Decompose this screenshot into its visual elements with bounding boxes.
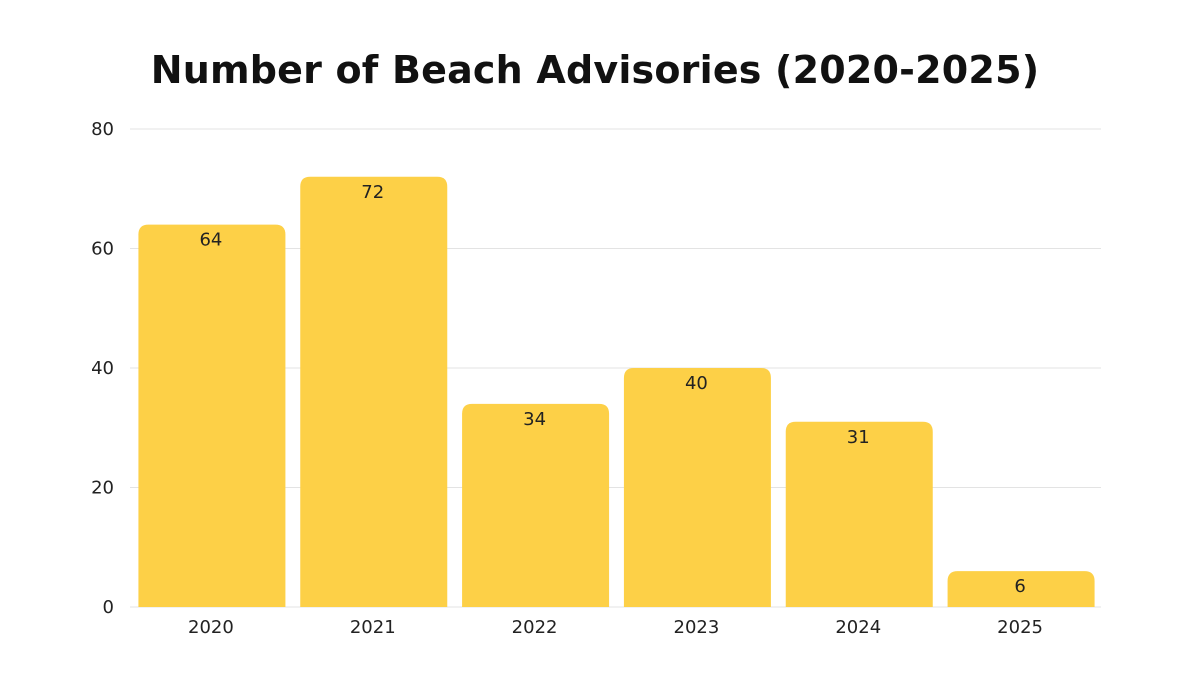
x-tick-label: 2023 bbox=[674, 617, 720, 638]
x-tick-label: 2024 bbox=[835, 617, 881, 638]
data-label: 34 bbox=[523, 409, 546, 430]
data-label: 6 bbox=[1014, 576, 1025, 597]
data-label: 72 bbox=[361, 182, 384, 203]
y-tick-label: 60 bbox=[91, 239, 114, 260]
bar-2022 bbox=[462, 403, 610, 607]
y-axis-ticks: 0 20 40 60 80 bbox=[91, 119, 114, 618]
y-tick-label: 20 bbox=[91, 478, 114, 499]
value-labels: 64 72 34 40 31 6 bbox=[199, 182, 1025, 597]
x-tick-label: 2021 bbox=[350, 617, 396, 638]
x-tick-label: 2025 bbox=[997, 617, 1043, 638]
bar-2025 bbox=[947, 571, 1095, 607]
bar-2020 bbox=[138, 224, 286, 607]
grid-lines bbox=[130, 128, 1101, 608]
data-label: 64 bbox=[199, 230, 222, 251]
data-label: 31 bbox=[847, 427, 870, 448]
x-tick-label: 2022 bbox=[512, 617, 558, 638]
bar-2024 bbox=[785, 421, 933, 607]
y-tick-label: 40 bbox=[91, 358, 114, 379]
bar-2021 bbox=[300, 176, 448, 608]
data-label: 40 bbox=[685, 373, 708, 394]
bar-2023 bbox=[623, 368, 771, 607]
x-axis-ticks: 2020 2021 2022 2023 2024 2025 bbox=[188, 617, 1043, 638]
y-tick-label: 0 bbox=[103, 597, 114, 618]
x-tick-label: 2020 bbox=[188, 617, 234, 638]
chart-title: Number of Beach Advisories (2020-2025) bbox=[150, 48, 1040, 92]
y-tick-label: 80 bbox=[91, 119, 114, 140]
bars bbox=[138, 176, 1095, 608]
